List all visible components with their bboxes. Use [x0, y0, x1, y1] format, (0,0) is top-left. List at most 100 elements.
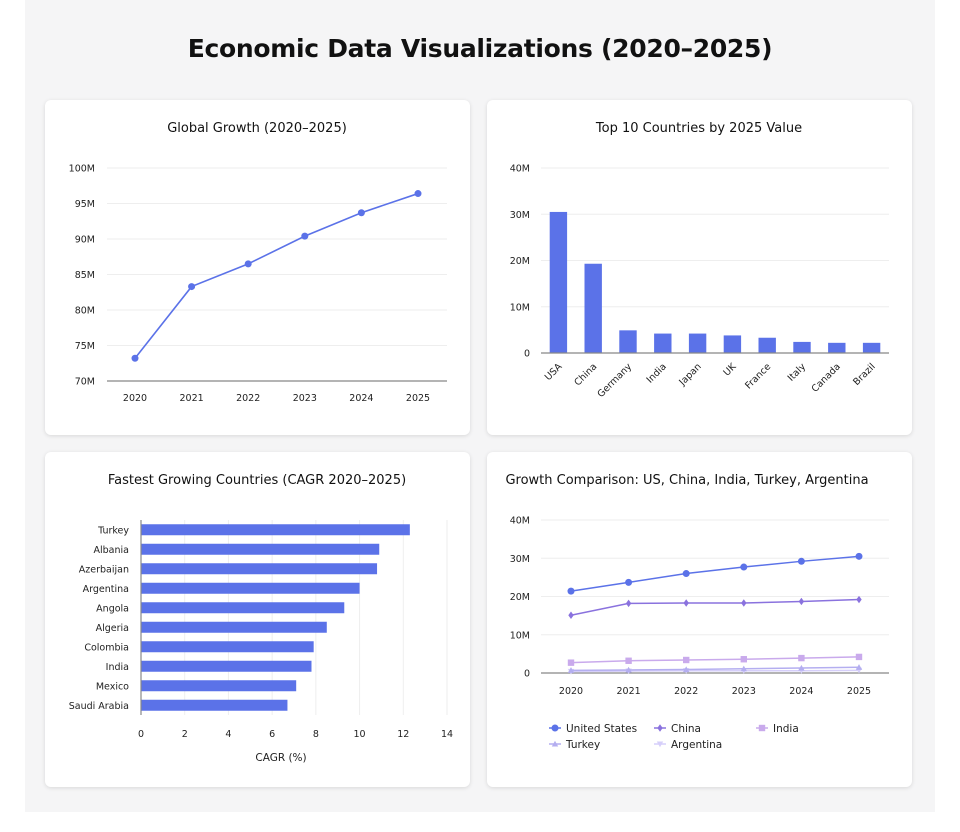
y-tick-label: 100M [69, 164, 95, 175]
legend-label-united-states: United States [566, 723, 637, 735]
x-tick-label: UK [721, 361, 739, 379]
y-tick-label: Algeria [96, 623, 129, 634]
x-tick-label: Japan [676, 361, 703, 388]
y-tick-label: Azerbaijan [79, 564, 129, 575]
y-tick-label: 80M [75, 306, 95, 317]
bar-italy [793, 341, 811, 353]
x-tick-label: 12 [397, 729, 409, 740]
top-countries-chart: Top 10 Countries by 2025 Value 0 10M 20M 30M… [510, 121, 889, 400]
y-tick-label: 20M [510, 592, 530, 603]
data-point [301, 232, 309, 240]
x-tick-label: 2022 [236, 393, 260, 404]
chart-title: Global Growth (2020–2025) [167, 121, 347, 136]
data-point-united-states [855, 552, 863, 560]
x-tick-label: 2025 [847, 686, 871, 697]
x-tick-label: Germany [595, 361, 634, 400]
y-tick-label: 40M [510, 516, 530, 527]
global-growth-chart: Global Growth (2020–2025) 70M 75M 80M 85M 90M… [69, 121, 447, 404]
x-tick-label: 2024 [789, 686, 813, 697]
data-point-china [798, 597, 805, 606]
x-tick-label: 14 [441, 729, 453, 740]
legend-marker-china [657, 724, 663, 732]
y-tick-label: 0 [524, 349, 530, 360]
y-tick-label: Saudi Arabia [69, 701, 129, 712]
x-tick-label: 0 [138, 729, 144, 740]
bar-uk [723, 335, 742, 353]
y-tick-label: 90M [75, 235, 95, 246]
x-tick-label: India [645, 361, 669, 385]
legend-marker-united-states [551, 724, 559, 732]
x-tick-label: Italy [786, 361, 809, 384]
x-tick-label: 2023 [732, 686, 756, 697]
y-tick-label: Mexico [96, 681, 129, 692]
y-tick-label: 40M [510, 164, 530, 175]
x-tick-label: France [743, 361, 773, 391]
page-title: Economic Data Visualizations (2020–2025) [187, 34, 773, 63]
bar-albania [141, 543, 380, 555]
data-point-united-states [682, 570, 690, 578]
data-point-united-states [567, 587, 575, 595]
chart-title: Fastest Growing Countries (CAGR 2020–202… [108, 473, 406, 488]
data-point-india [855, 653, 863, 661]
y-tick-label: 30M [510, 210, 530, 221]
x-tick-label: 6 [269, 729, 275, 740]
top-countries-card: Top 10 Countries by 2025 Value 0 10M 20M 30M… [487, 100, 912, 435]
x-axis-title: CAGR (%) [255, 752, 306, 764]
data-point-india [625, 657, 632, 664]
series-line-argentina [570, 669, 860, 673]
data-point [414, 190, 422, 198]
data-point-united-states [797, 557, 805, 565]
series-line-india [570, 656, 860, 664]
x-tick-label: 10 [354, 729, 366, 740]
y-tick-label: 30M [510, 554, 530, 565]
bar-colombia [141, 641, 314, 653]
y-tick-label: 10M [510, 630, 530, 641]
y-tick-label: Colombia [84, 642, 129, 653]
x-tick-label: 2023 [293, 393, 317, 404]
y-tick-label: India [106, 662, 129, 673]
global-growth-card: Global Growth (2020–2025) 70M 75M 80M 85M 90M… [45, 100, 470, 435]
y-tick-label: 75M [75, 341, 95, 352]
x-tick-label: 8 [313, 729, 319, 740]
bar-mexico [141, 680, 297, 692]
bar-india [141, 660, 312, 672]
data-point-china [625, 599, 632, 608]
legend-label-argentina: Argentina [671, 739, 722, 751]
bar-canada [828, 342, 846, 353]
y-tick-label: 95M [75, 199, 95, 210]
y-tick-label: 10M [510, 302, 530, 313]
bar-azerbaijan [141, 563, 378, 575]
y-tick-label: 70M [75, 377, 95, 388]
data-point-china [741, 599, 747, 607]
series-line [134, 192, 419, 359]
fastest-growing-card: Fastest Growing Countries (CAGR 2020–202… [45, 452, 470, 787]
data-point [244, 260, 252, 268]
bar-china [584, 263, 602, 353]
bar-angola [141, 602, 345, 614]
y-tick-label: Albania [94, 545, 129, 556]
legend-label-india: India [773, 723, 799, 735]
x-tick-label: 2025 [406, 393, 430, 404]
x-tick-label: 2021 [180, 393, 204, 404]
legend-marker-turkey [551, 740, 559, 747]
data-point-turkey [740, 665, 747, 672]
bar-germany [619, 330, 637, 353]
bar-usa [549, 211, 568, 353]
x-tick-label: 4 [225, 729, 231, 740]
bar-india [654, 333, 672, 353]
y-tick-label: Angola [96, 603, 129, 614]
data-point [188, 283, 196, 291]
data-point-turkey [567, 667, 575, 673]
bar-france [758, 337, 776, 353]
x-tick-label: Canada [810, 361, 843, 394]
y-tick-label: 20M [510, 256, 530, 267]
legend-marker-argentina [656, 741, 664, 748]
data-point-india [798, 654, 805, 662]
x-tick-label: China [572, 361, 599, 388]
x-tick-label: Brazil [851, 361, 878, 388]
data-point-india [683, 656, 690, 664]
x-tick-label: 2 [182, 729, 188, 740]
y-tick-label: Turkey [97, 525, 129, 536]
legend-label-china: China [671, 723, 701, 735]
chart-title: Top 10 Countries by 2025 Value [595, 121, 802, 136]
